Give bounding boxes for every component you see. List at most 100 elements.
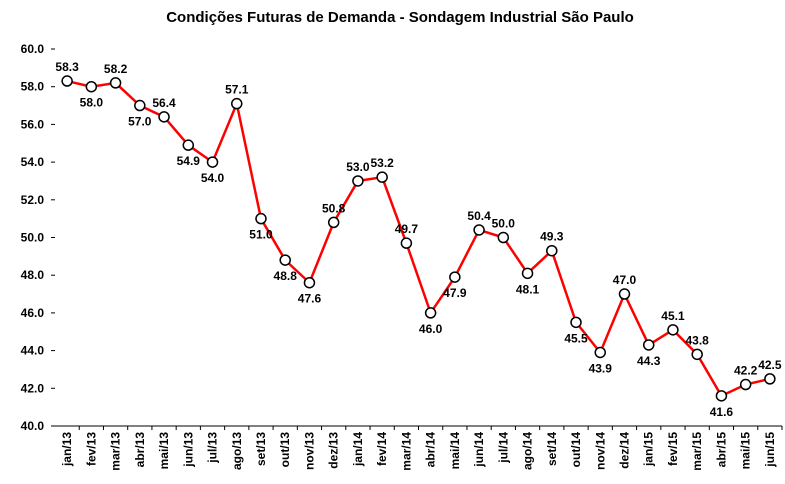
data-label: 45.5 [564,331,588,345]
data-label: 48.1 [516,282,540,296]
data-label: 43.8 [686,333,710,347]
x-tick-label: dez/13 [327,432,341,469]
x-tick-label: ago/13 [230,432,244,470]
point [570,316,582,329]
x-tick-label: jul/14 [496,432,510,464]
point [279,254,291,266]
data-label: 49.3 [540,230,564,244]
data-label: 53.2 [370,156,394,170]
y-tick-label: 58.0 [21,80,45,94]
y-tick-label: 52.0 [21,193,45,207]
x-tick-label: jun/14 [472,432,486,468]
data-label: 51.0 [249,228,273,242]
data-label: 54.9 [177,154,201,168]
data-label: 48.8 [274,269,298,283]
point [61,75,73,87]
data-label: 49.7 [395,222,419,236]
point [424,307,437,319]
x-tick-label: mar/14 [399,432,413,471]
x-tick-label: fev/13 [84,432,98,466]
x-tick-label: ago/14 [521,432,535,470]
x-tick-label: abr/14 [424,432,438,468]
x-tick-label: mai/15 [739,432,753,470]
y-tick-label: 46.0 [21,306,45,320]
y-tick-label: 56.0 [21,117,45,131]
point [473,224,485,236]
x-tick-label: nov/14 [593,432,607,470]
data-label: 56.4 [152,96,176,110]
data-label: 58.3 [55,60,79,74]
point [206,156,219,168]
data-label: 54.0 [201,171,225,185]
point [352,175,364,187]
point [642,339,655,351]
x-tick-label: mai/14 [448,432,462,470]
x-tick-label: jan/13 [60,432,74,467]
x-tick-label: mar/15 [690,432,704,471]
y-tick-label: 40.0 [21,419,45,433]
data-label: 47.6 [298,292,322,306]
data-label: 42.5 [758,358,782,372]
data-label: 58.0 [80,96,104,110]
line [66,79,771,398]
data-label: 47.9 [443,286,467,300]
point [400,237,413,249]
data-label: 46.0 [419,322,443,336]
x-tick-label: set/14 [545,432,559,466]
point [449,271,461,283]
point [715,390,728,402]
data-label: 47.0 [613,273,637,287]
point [594,346,606,359]
data-label: 41.6 [710,405,734,419]
y-tick-label: 54.0 [21,155,45,169]
data-label: 50.0 [492,217,516,231]
data-label: 43.9 [589,361,613,375]
x-tick-label: out/14 [569,432,583,468]
point [134,99,146,112]
data-label: 50.4 [467,209,491,223]
point [158,111,170,123]
point [327,216,340,229]
x-tick-label: jun/13 [181,432,195,468]
x-tick-label: abr/13 [133,432,147,468]
point [109,77,122,89]
x-tick-label: fev/15 [666,432,680,466]
data-label: 45.1 [661,309,685,323]
point [376,171,388,183]
point [497,231,510,244]
point [521,267,534,280]
x-tick-label: abr/15 [714,432,728,468]
y-tick-label: 48.0 [21,268,45,282]
x-tick-label: mar/13 [109,432,123,471]
point [303,276,316,289]
y-tick-label: 50.0 [21,231,45,245]
point [182,139,195,151]
point [618,288,631,300]
chart-title: Condições Futuras de Demanda - Sondagem … [166,9,634,26]
x-tick-label: out/13 [278,432,292,468]
data-label: 53.0 [346,160,370,174]
data-label: 58.2 [104,62,128,76]
data-label: 50.8 [322,201,346,215]
y-tick-label: 42.0 [21,381,45,395]
x-tick-label: mai/13 [157,432,171,470]
x-tick-label: dez/14 [617,432,631,469]
x-tick-label: jan/15 [642,432,656,467]
data-label: 57.0 [128,115,152,129]
point [255,212,267,225]
y-tick-label: 60.0 [21,42,45,56]
x-tick-label: jun/15 [763,432,777,468]
point [546,244,558,257]
point [667,324,679,336]
y-tick-label: 44.0 [21,344,45,358]
x-tick-label: fev/14 [375,432,389,466]
data-label: 57.1 [225,83,249,97]
x-tick-label: jan/14 [351,432,365,467]
x-tick-label: jul/13 [206,432,220,464]
point [231,97,243,110]
point [691,348,703,361]
data-label: 42.2 [734,364,758,378]
data-label: 44.3 [637,354,661,368]
